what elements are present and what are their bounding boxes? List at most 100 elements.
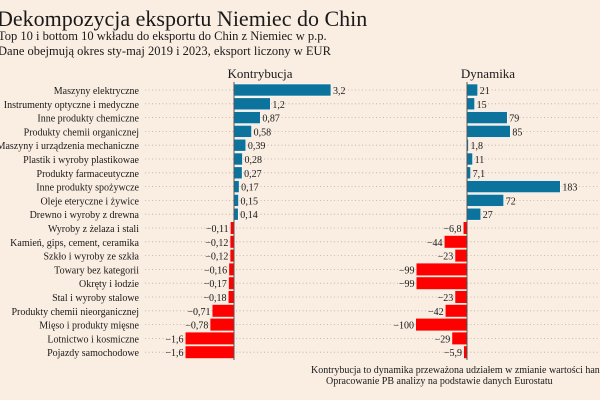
data-label: −0,11 [206,224,229,235]
data-label: 3,2 [333,86,346,97]
bar [230,249,234,262]
bar [452,332,467,345]
category-label: Produkty chemii organicznej [24,127,139,138]
bar [230,222,234,234]
data-label: 72 [506,196,516,207]
category-label: Inne produkty spożywcze [36,183,139,194]
kontrybucja-title: Kontrybucja [228,66,293,81]
category-label: Kamień, gips, cement, ceramika [10,238,139,249]
data-label: −44 [427,238,443,249]
data-label: 79 [509,114,519,125]
dynamika-title: Dynamika [461,66,515,81]
bar [445,304,467,317]
data-label: −23 [438,293,454,304]
bar [455,291,467,303]
data-label: −1,6 [165,348,183,359]
category-label: Instrumenty optyczne i medyczne [4,100,140,111]
bar [455,249,467,262]
data-label: 0,17 [241,183,259,194]
bar [233,166,243,180]
category-label: Drewno i wyroby z drewna [30,210,140,221]
bar [230,235,234,248]
category-label: Wyroby z żelaza i stali [48,224,139,235]
chart-title: Dekompozycja eksportu Niemiec do Chin [0,6,368,31]
bar [466,152,473,166]
data-label: 0,87 [262,114,280,125]
data-label: 15 [477,100,487,111]
bar [185,332,234,345]
category-label: Towary bez kategorii [54,265,139,276]
bar [416,318,467,331]
data-label: −0,12 [205,252,228,263]
data-label: −99 [399,265,415,276]
category-label: Produkty chemii nieorganicznej [11,307,139,318]
bar [233,97,271,111]
bar [463,222,467,234]
data-label: −100 [393,321,414,332]
data-label: 0,28 [244,155,262,166]
data-label: −0,12 [205,238,228,249]
bar [466,194,505,207]
bar [466,125,511,138]
category-label: Okręty i łodzie [79,279,140,290]
category-label: Maszyny elektryczne [54,86,140,97]
bar [212,304,234,317]
bar [466,83,479,97]
data-label: 0,27 [244,169,262,180]
bar [210,318,234,331]
bar [228,277,234,290]
bar [466,111,508,124]
data-label: 85 [512,127,522,138]
data-label: −0,16 [204,265,227,276]
category-label: Stal i wyroby stalowe [52,293,139,304]
category-label: Plastik i wyroby plastikowae [23,155,139,166]
bar [233,125,252,138]
data-label: 21 [480,86,490,97]
chart-subtitle-period: Dane obejmują okres sty-maj 2019 i 2023,… [0,44,331,58]
data-label: −99 [399,279,415,290]
data-label: 27 [483,210,493,221]
bar [233,138,247,152]
bar [185,346,234,359]
data-label: −0,17 [204,279,227,290]
data-label: −0,71 [187,307,210,318]
bar [463,346,467,359]
data-label: 1,8 [471,141,484,152]
data-label: 0,39 [248,141,266,152]
category-label: Maszyny i urządzenia mechaniczne [0,141,140,152]
data-label: −5,9 [444,348,462,359]
bar [416,277,467,290]
data-label: −6,8 [443,224,461,235]
category-label: Szkło i wyroby ze szkła [43,252,139,263]
data-label: −1,6 [165,334,183,345]
data-label: 0,58 [254,127,272,138]
category-label: Oleje eteryczne i żywice [40,196,139,207]
bar [444,235,467,248]
data-label: 11 [475,155,485,166]
data-label: 0,14 [240,210,258,221]
bar [466,97,475,111]
bar [233,194,239,207]
data-label: −0,18 [203,293,226,304]
bar [466,180,561,193]
category-label: Mięso i produkty mięsne [39,321,139,332]
category-label: Produkty farmaceutyczne [37,169,140,180]
data-label: −0,78 [185,321,208,332]
bar [233,111,261,124]
data-label: 7,1 [473,169,486,180]
bar [466,166,471,180]
data-label: −42 [428,307,444,318]
footnote: Kontrybucja to dynamika przeważona udzia… [311,365,600,376]
bar [466,207,482,221]
data-label: −23 [438,252,454,263]
data-label: 1,2 [272,100,285,111]
bar [233,207,239,221]
bar [416,263,467,276]
bar [233,180,240,193]
bar [233,83,332,97]
category-label: Lotnictwo i kosmiczne [47,334,139,345]
bar [228,291,234,303]
source-note: Opracowanie PB analizy na podstawie dany… [326,376,553,387]
bar [229,263,234,276]
